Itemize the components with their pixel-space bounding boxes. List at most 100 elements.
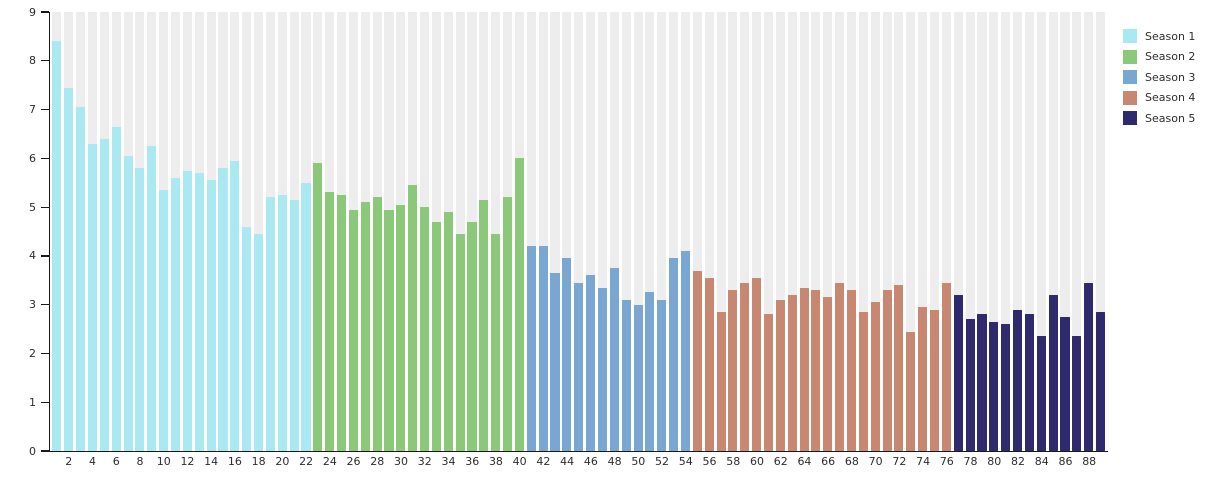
bar-cell-episode-89: [1095, 12, 1107, 451]
bar-cell-episode-56: [703, 12, 715, 451]
bar-cell-episode-70: [869, 12, 881, 451]
bar-cell-episode-21: [288, 12, 300, 451]
bar-cell-episode-9: [146, 12, 158, 451]
rating-bar-episode-11-season-1: [170, 177, 181, 451]
bar-cell-episode-32: [419, 12, 431, 451]
rating-bar-episode-30-season-2: [396, 204, 406, 451]
y-axis-tick-label-0: 0: [29, 444, 36, 458]
rating-bar-episode-10-season-1: [159, 190, 169, 451]
x-axis-tick-label-66: 66: [821, 455, 836, 468]
y-axis-tick-label-7: 7: [29, 103, 36, 117]
rating-bar-episode-63-season-4: [787, 294, 797, 451]
rating-bar-episode-83-season-5: [1024, 314, 1034, 451]
bars-layer: [51, 12, 1107, 451]
x-axis-tick-label-88: 88: [1082, 455, 1097, 468]
x-axis-tick-label-72: 72: [892, 455, 907, 468]
x-axis-tick-label-18: 18: [251, 455, 266, 468]
rating-bar-episode-51-season-3: [645, 292, 655, 451]
x-axis-tick-label-40: 40: [512, 455, 527, 468]
rating-bar-episode-86-season-5: [1060, 316, 1070, 451]
bar-cell-episode-27: [359, 12, 371, 451]
rating-bar-episode-9-season-1: [147, 146, 157, 451]
rating-bar-episode-89-season-5: [1096, 311, 1106, 451]
bar-cell-episode-69: [857, 12, 869, 451]
background-stripe: [1036, 12, 1046, 451]
bar-cell-episode-52: [656, 12, 668, 451]
rating-bar-episode-35-season-2: [455, 233, 465, 451]
background-stripe: [835, 12, 845, 451]
background-stripe: [1024, 12, 1034, 451]
rating-bar-episode-81-season-5: [1001, 324, 1011, 451]
x-axis-tick-label-58: 58: [726, 455, 741, 468]
bar-cell-episode-26: [347, 12, 359, 451]
rating-bar-episode-48-season-3: [609, 268, 619, 451]
rating-bar-episode-71-season-4: [882, 290, 892, 451]
rating-bar-episode-12-season-1: [182, 170, 192, 451]
background-stripe: [894, 12, 904, 451]
x-axis-tick-label-52: 52: [655, 455, 670, 468]
bar-cell-episode-22: [300, 12, 312, 451]
rating-bar-episode-40-season-2: [514, 158, 524, 451]
rating-bar-episode-60-season-4: [752, 277, 762, 451]
bar-cell-episode-34: [442, 12, 454, 451]
x-axis-tick-label-84: 84: [1034, 455, 1049, 468]
rating-bar-episode-29-season-2: [384, 209, 394, 451]
rating-bar-episode-24-season-2: [325, 192, 335, 451]
bar-cell-episode-30: [395, 12, 407, 451]
legend-swatch-season-3-icon: [1123, 70, 1137, 84]
rating-bar-episode-58-season-4: [728, 290, 738, 451]
background-stripe: [858, 12, 868, 451]
bar-cell-episode-72: [893, 12, 905, 451]
rating-bar-episode-22-season-1: [301, 182, 311, 451]
y-axis-line: [48, 12, 50, 452]
y-axis-tick-3: [41, 304, 49, 306]
y-axis-tick-label-2: 2: [29, 346, 36, 360]
x-axis-tick-label-22: 22: [299, 455, 314, 468]
rating-bar-episode-70-season-4: [870, 302, 880, 451]
bar-cell-episode-15: [217, 12, 229, 451]
rating-bar-episode-6-season-1: [111, 126, 121, 451]
y-axis-tick-2: [41, 352, 49, 355]
rating-bar-episode-53-season-3: [669, 258, 679, 451]
x-axis-tick-label-8: 8: [136, 455, 144, 468]
bar-cell-episode-48: [608, 12, 620, 451]
rating-bar-episode-82-season-5: [1013, 309, 1023, 451]
background-stripe: [1096, 12, 1106, 451]
rating-bar-episode-85-season-5: [1048, 294, 1058, 451]
rating-bar-episode-39-season-2: [503, 197, 513, 451]
rating-bar-episode-68-season-4: [846, 290, 857, 451]
rating-bar-episode-4-season-1: [87, 143, 98, 451]
x-axis-tick-label-4: 4: [89, 455, 97, 468]
bar-cell-episode-64: [798, 12, 810, 451]
bar-cell-episode-66: [822, 12, 834, 451]
bar-cell-episode-13: [193, 12, 205, 451]
x-axis-tick-label-2: 2: [65, 455, 73, 468]
bar-cell-episode-11: [170, 12, 182, 451]
legend-label-season-2: Season 2: [1145, 50, 1196, 63]
x-axis-tick-label-86: 86: [1058, 455, 1073, 468]
rating-bar-episode-47-season-3: [597, 287, 607, 451]
y-axis-tick-6: [41, 157, 49, 160]
x-axis-tick-label-14: 14: [204, 455, 219, 468]
y-axis-tick-5: [41, 206, 49, 208]
background-stripe: [621, 12, 631, 451]
background-stripe: [455, 12, 465, 451]
rating-bar-episode-79-season-5: [977, 314, 987, 451]
legend-label-season-1: Season 1: [1145, 29, 1196, 43]
rating-bar-episode-61-season-4: [763, 314, 774, 451]
rating-bar-episode-19-season-1: [265, 197, 275, 451]
rating-bar-episode-7-season-1: [123, 155, 133, 451]
legend-row-season-5: Season 5: [1123, 111, 1195, 125]
bar-cell-episode-47: [597, 12, 609, 451]
rating-bar-episode-14-season-1: [206, 180, 216, 451]
rating-bar-episode-75-season-4: [929, 309, 940, 451]
rating-bar-episode-88-season-5: [1084, 282, 1094, 451]
x-axis-tick-label-80: 80: [987, 455, 1002, 468]
rating-bar-episode-36-season-2: [467, 221, 477, 451]
y-axis-tick-label-9: 9: [29, 5, 36, 19]
rating-bar-episode-34-season-2: [443, 212, 453, 451]
rating-bar-episode-27-season-2: [360, 202, 370, 451]
y-axis-tick-label-5: 5: [29, 200, 36, 214]
background-stripe: [1072, 12, 1082, 451]
rating-bar-episode-13-season-1: [194, 172, 204, 451]
